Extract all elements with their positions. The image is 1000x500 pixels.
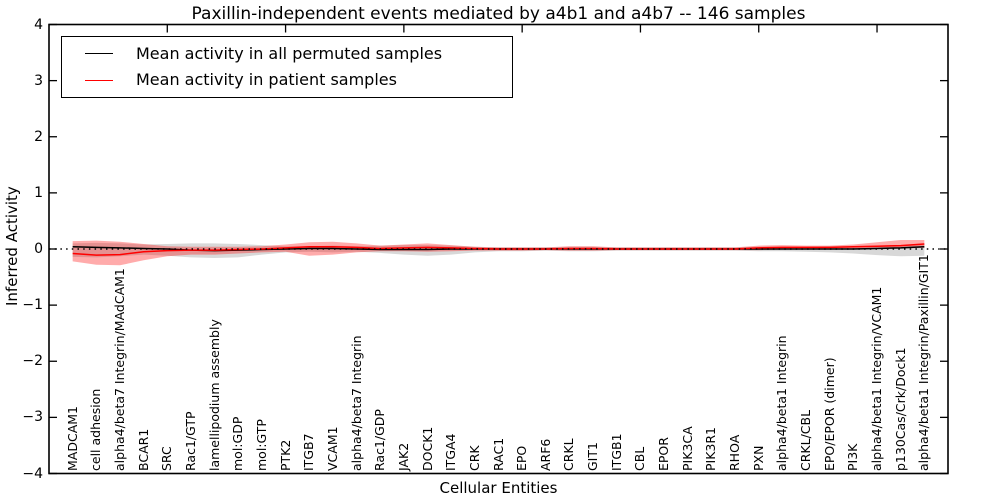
y-tick-label: −2 (22, 353, 43, 370)
chart-title: Paxillin-independent events mediated by … (191, 4, 806, 24)
x-tick-label: EPO (514, 445, 530, 471)
x-tick-label: PIK3R1 (703, 426, 719, 471)
patient-band (72, 240, 925, 266)
y-tick-label: 1 (34, 184, 43, 201)
x-tick-label: ITGB1 (608, 432, 624, 471)
x-tick-label: VCAM1 (324, 425, 340, 471)
permuted-band (72, 242, 925, 258)
x-tick-label: PI3K (845, 443, 861, 471)
x-tick-label: Rac1/GDP (372, 408, 388, 471)
x-tick-label: MADCAM1 (64, 405, 80, 471)
x-tick-label: lamellipodium assembly (206, 318, 222, 471)
x-tick-label: ARF6 (537, 438, 553, 471)
x-tick-label: PIK3CA (679, 425, 695, 471)
legend-entry: Mean activity in patient samples (85, 70, 512, 90)
x-tick-label: CRK (466, 444, 482, 471)
y-tick-label: 3 (34, 72, 43, 89)
x-tick-label: alpha4/beta7 Integrin/MAdCAM1 (111, 267, 127, 471)
x-tick-label: PTK2 (277, 439, 293, 471)
x-tick-label: CRKL/CBL (798, 409, 814, 471)
y-tick-label: −3 (22, 409, 43, 426)
x-tick-label: mol:GTP (253, 418, 269, 471)
x-tick-label: CRKL (561, 437, 577, 471)
x-tick-label: RHOA (727, 434, 743, 471)
x-tick-label: CBL (632, 446, 648, 471)
x-tick-label: EPOR (656, 436, 672, 471)
x-tick-label: p130Cas/Crk/Dock1 (892, 346, 908, 471)
y-tick-label: 4 (34, 16, 43, 33)
x-tick-label: PXN (750, 445, 766, 471)
x-tick-label: RAC1 (490, 437, 506, 471)
x-tick-label: mol:GDP (230, 416, 246, 471)
x-tick-label: DOCK1 (419, 426, 435, 471)
x-tick-label: EPO/EPOR (dimer) (821, 356, 837, 471)
legend: Mean activity in all permuted samples Mea… (61, 36, 513, 98)
x-tick-label: cell adhesion (88, 388, 104, 471)
x-axis-label: Cellular Entities (439, 479, 558, 497)
x-tick-label: JAK2 (395, 442, 411, 471)
y-tick-label: 0 (34, 241, 43, 257)
legend-entry: Mean activity in all permuted samples (85, 44, 512, 64)
x-tick-label: alpha4/beta1 Integrin (774, 334, 790, 471)
patient-mean-line (72, 243, 925, 256)
y-tick-label: −4 (22, 465, 43, 482)
x-tick-label: alpha4/beta1 Integrin/Paxillin/GIT1 (916, 253, 932, 471)
x-tick-label: alpha4/beta7 Integrin (348, 334, 364, 471)
permuted-legend-line-sample (85, 53, 113, 55)
y-tick-label: 2 (34, 128, 43, 145)
x-tick-label: BCAR1 (135, 428, 151, 471)
x-tick-label: Rac1/GTP (182, 410, 198, 471)
y-tick-label: −1 (22, 297, 43, 314)
legend-label: Mean activity in patient samples (136, 70, 397, 90)
y-axis-label: Inferred Activity (3, 186, 21, 306)
x-tick-label: ITGA4 (443, 432, 459, 471)
x-tick-label: ITGB7 (301, 432, 317, 471)
legend-label: Mean activity in all permuted samples (136, 43, 443, 63)
patient-legend-line-sample (85, 79, 113, 81)
x-tick-label: alpha4/beta1 Integrin/VCAM1 (869, 286, 885, 471)
x-tick-label: SRC (159, 445, 175, 471)
x-tick-label: GIT1 (585, 441, 601, 471)
